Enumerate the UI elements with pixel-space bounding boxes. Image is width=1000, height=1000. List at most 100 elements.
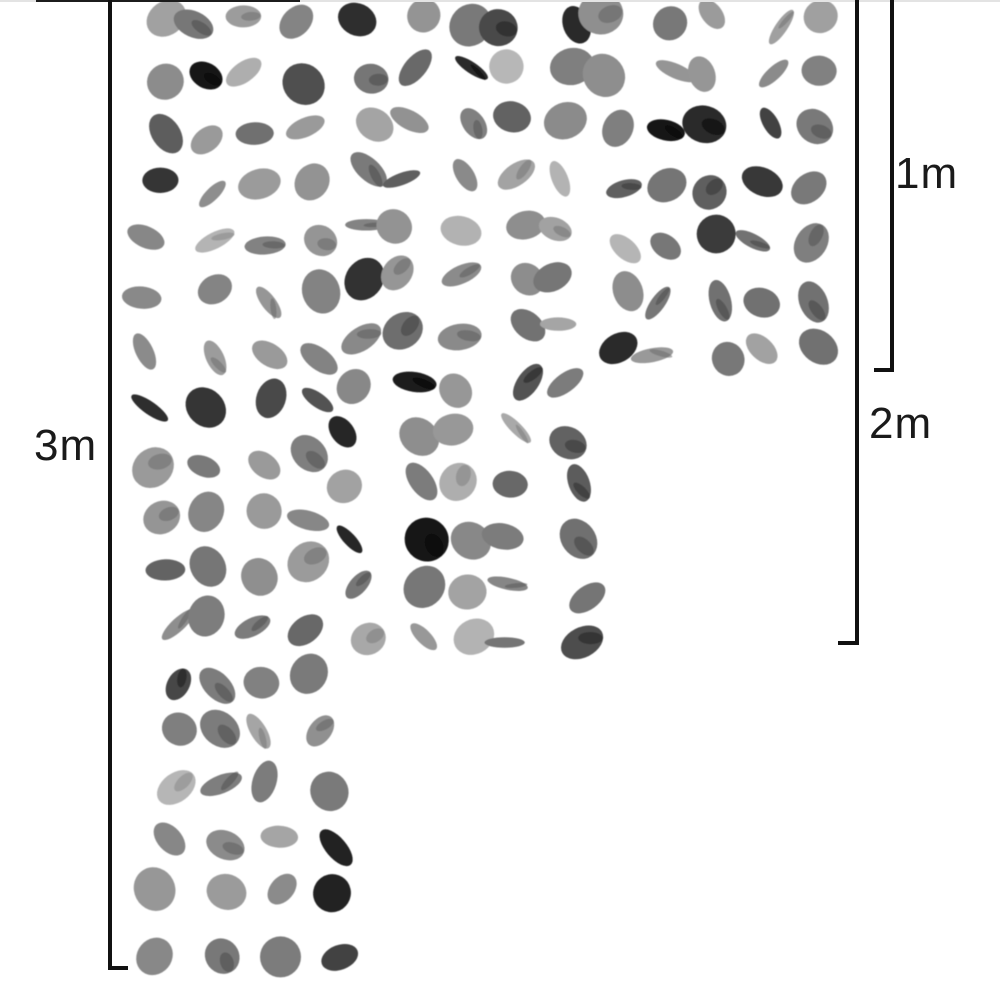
garland-dot	[305, 450, 325, 469]
garland-dot	[328, 416, 357, 448]
garland-dot	[127, 224, 165, 250]
garland-dot	[448, 574, 487, 610]
garland-dot	[652, 6, 688, 41]
garland-dot	[578, 631, 603, 645]
garland-dot	[243, 666, 280, 699]
garland-dot	[317, 238, 337, 251]
garland-dot	[664, 125, 683, 139]
garland-dot	[303, 547, 327, 565]
top-edge-faint	[0, 0, 1000, 2]
garland-dot	[801, 55, 837, 86]
garland-dot	[393, 258, 411, 275]
garland-dot	[262, 241, 285, 249]
garland-dot	[533, 262, 572, 293]
garland-dot	[424, 533, 444, 557]
garland-dot	[688, 56, 716, 92]
garland-dot	[791, 171, 827, 205]
garland-dot	[235, 122, 274, 145]
garland-dot	[246, 713, 271, 749]
garland-dot	[741, 166, 783, 197]
garland-dot	[504, 582, 528, 589]
garland-dot	[161, 712, 197, 746]
garland-dot	[506, 210, 546, 240]
garland-dot	[148, 453, 172, 470]
garland-dot	[564, 439, 586, 454]
garland-dot	[473, 120, 483, 139]
garland-dot	[492, 470, 528, 498]
garland-dot	[655, 287, 670, 306]
garland-dot	[484, 637, 525, 648]
garland-dot	[217, 724, 237, 745]
garland-dot	[470, 64, 486, 81]
garland-dot	[400, 315, 420, 336]
garland-dot	[251, 760, 278, 803]
garland-dot	[203, 72, 222, 86]
garland-dot	[368, 164, 383, 188]
garland-dot	[174, 772, 193, 792]
garland-dot	[523, 367, 543, 383]
garland-dot	[497, 159, 536, 190]
bracket-1m-line	[890, 0, 894, 372]
garland-dot	[185, 387, 227, 428]
garland-dot	[356, 329, 382, 339]
garland-dot	[177, 668, 187, 688]
garland-dot	[219, 952, 235, 973]
garland-dot	[547, 368, 584, 398]
garland-dot	[450, 521, 492, 560]
garland-dot	[355, 107, 394, 142]
garland-dot	[515, 424, 529, 444]
garland-dot	[439, 373, 473, 408]
garland-dot	[745, 333, 778, 365]
garland-dot	[197, 274, 232, 305]
garland-dot	[705, 178, 723, 196]
garland-dot	[602, 109, 634, 147]
garland-dot	[510, 308, 546, 342]
garland-dot	[701, 118, 725, 136]
garland-dot	[516, 159, 532, 180]
garland-dot	[310, 771, 349, 812]
garland-dot	[294, 163, 330, 201]
garland-dot	[743, 287, 780, 318]
garland-dot	[222, 842, 244, 855]
garland-dot	[344, 257, 385, 301]
garland-dot	[440, 215, 482, 246]
garland-dot	[246, 493, 282, 529]
garland-dot	[282, 63, 325, 106]
garland-dot	[398, 49, 432, 87]
garland-dot	[326, 469, 362, 504]
garland-dot	[153, 822, 186, 856]
garland-dot	[220, 771, 239, 791]
measurement-label-3m: 3m	[34, 421, 98, 470]
garland-dot	[803, 0, 838, 34]
garland-dot	[649, 349, 673, 358]
garland-dot	[650, 232, 681, 260]
garland-dot	[481, 523, 524, 550]
garland-dot	[646, 119, 685, 142]
garland-dot	[131, 394, 169, 422]
garland-dot	[267, 873, 297, 905]
garland-dot	[655, 60, 697, 83]
hanging-string	[36, 0, 300, 2]
garland-dot	[252, 340, 288, 370]
garland-dot	[238, 168, 281, 200]
garland-dot	[599, 331, 638, 365]
garland-dot	[315, 718, 334, 732]
garland-dot	[203, 340, 227, 376]
garland-dot	[241, 11, 261, 21]
garland-dot	[412, 377, 436, 390]
garland-dot	[798, 328, 839, 365]
garland-dot	[493, 101, 531, 133]
garland-dot	[711, 341, 745, 376]
bracket-1m-tick	[874, 368, 894, 372]
garland-dot	[178, 608, 192, 629]
garland-dot	[495, 21, 517, 37]
garland-dot	[195, 228, 235, 253]
garland-dot	[410, 623, 438, 651]
garland-dot	[255, 286, 282, 319]
garland-dot	[289, 653, 328, 694]
garland-dot	[248, 450, 281, 480]
garland-dot	[142, 167, 179, 194]
garland-dot	[453, 618, 495, 655]
garland-dot	[612, 271, 644, 312]
garland-dot	[455, 464, 471, 487]
